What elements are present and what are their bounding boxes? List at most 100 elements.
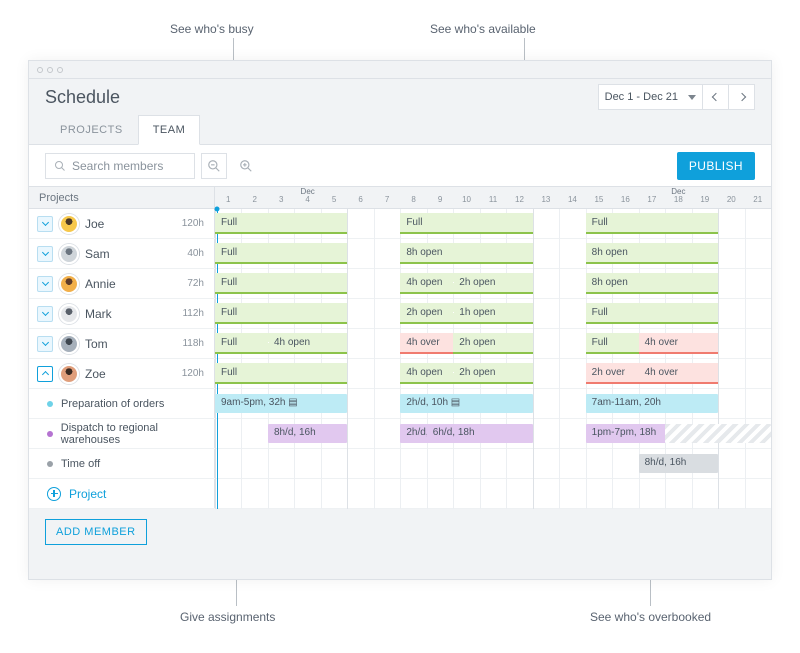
page-title: Schedule	[45, 87, 120, 108]
bar-label: Full	[221, 277, 237, 288]
member-row: Mark 112h Full 2h open 1h open Full	[29, 299, 771, 329]
member-row: Tom 118h Full 4h open4h over2h openFull4…	[29, 329, 771, 359]
subproject-name: Dispatch to regional warehouses	[61, 422, 214, 446]
avatar	[59, 304, 79, 324]
add-member-button[interactable]: ADD MEMBER	[45, 519, 147, 545]
bar-label: Full	[592, 217, 608, 228]
date-range-dropdown[interactable]: Dec 1 - Dec 21	[598, 84, 703, 110]
project-color-dot	[47, 401, 53, 407]
add-project-row[interactable]: Project	[29, 479, 771, 509]
schedule-bar[interactable]: Full	[586, 303, 718, 324]
projects-column-header: Projects	[29, 187, 215, 208]
chevron-icon	[41, 339, 48, 346]
bar-label: 4h open	[406, 367, 442, 378]
bar-label: Full	[592, 337, 608, 348]
schedule-bar[interactable]: 2h open	[453, 333, 532, 354]
next-range-button[interactable]	[729, 84, 755, 110]
expand-toggle[interactable]	[37, 366, 53, 382]
schedule-bar[interactable]: 8h open	[586, 243, 718, 264]
expand-toggle[interactable]	[37, 306, 53, 322]
schedule-bar[interactable]: 4h over	[639, 333, 718, 354]
member-row: Annie 72h Full4h open 2h open8h open	[29, 269, 771, 299]
window-titlebar	[29, 61, 771, 79]
schedule-bar[interactable]: Full	[215, 273, 347, 294]
schedule-bar[interactable]: 4h open 2h open	[400, 363, 532, 384]
expand-toggle[interactable]	[37, 216, 53, 232]
search-icon	[54, 160, 66, 172]
ann-overbook-label: See who's overbooked	[590, 610, 711, 624]
schedule-bar[interactable]: Full 4h open	[215, 333, 347, 354]
assignment-block[interactable]: 6h/d, 18h	[427, 424, 533, 443]
bar-label: 2h open	[459, 337, 495, 348]
assignment-block[interactable]	[665, 424, 771, 443]
traffic-dot	[57, 67, 63, 73]
assignment-block[interactable]: 8h/d, 16h	[268, 424, 347, 443]
day-labels: 123Dec4567891011121314151617Dec18192021	[215, 187, 771, 209]
avatar	[59, 244, 79, 264]
bar-label: 2h open	[406, 307, 442, 318]
bar-label: 4h over	[406, 337, 439, 348]
zoom-in-icon	[239, 159, 253, 173]
schedule-bar[interactable]: Full	[586, 213, 718, 234]
member-row: Sam 40h Full8h open8h open	[29, 239, 771, 269]
schedule-bar[interactable]: Full	[215, 303, 347, 324]
schedule-bar[interactable]: Full	[215, 363, 347, 384]
assignment-block[interactable]: 8h/d, 16h	[639, 454, 718, 473]
expand-toggle[interactable]	[37, 246, 53, 262]
plus-circle-icon	[47, 487, 61, 501]
bar-label: 2h over	[592, 367, 625, 378]
bar-label: Full	[221, 247, 237, 258]
zoom-in-button[interactable]	[233, 153, 259, 179]
search-placeholder: Search members	[72, 159, 163, 173]
member-hours: 40h	[187, 248, 214, 259]
assignment-block[interactable]: 7am-11am, 20h	[586, 394, 718, 413]
avatar	[59, 214, 79, 234]
schedule-bar[interactable]: 8h open	[586, 273, 718, 294]
member-row: Joe 120h FullFullFull	[29, 209, 771, 239]
bar-label: 4h over	[645, 337, 678, 348]
schedule-bar[interactable]: 4h over	[639, 363, 718, 384]
bar-label: 8h open	[406, 247, 442, 258]
chevron-icon	[41, 249, 48, 256]
assignment-block[interactable]: 2h/d, 10h ▤	[400, 394, 532, 413]
schedule-bar[interactable]: 4h open 2h open	[400, 273, 532, 294]
schedule-bar[interactable]: Full	[400, 213, 532, 234]
chevron-right-icon	[737, 93, 745, 101]
schedule-bar[interactable]: 2h open 1h open	[400, 303, 532, 324]
traffic-dot	[37, 67, 43, 73]
subproject-name: Preparation of orders	[61, 398, 164, 410]
bar-label: 2h open	[459, 367, 495, 378]
member-hours: 120h	[182, 218, 214, 229]
chevron-left-icon	[711, 93, 719, 101]
bar-label: 2h open	[459, 277, 495, 288]
member-name: Mark	[85, 307, 112, 321]
tab-team[interactable]: TEAM	[138, 115, 201, 145]
bar-label: Full	[221, 217, 237, 228]
member-hours: 112h	[182, 308, 214, 319]
tab-projects[interactable]: PROJECTS	[45, 115, 138, 145]
date-range-label: Dec 1 - Dec 21	[605, 91, 678, 103]
schedule-bar[interactable]: Full	[215, 213, 347, 234]
schedule-bar[interactable]: Full	[215, 243, 347, 264]
assignment-block[interactable]: 9am-5pm, 32h ▤	[215, 394, 347, 413]
avatar	[59, 364, 79, 384]
zoom-out-button[interactable]	[201, 153, 227, 179]
schedule-bar[interactable]: 8h open	[400, 243, 532, 264]
prev-range-button[interactable]	[703, 84, 729, 110]
bar-label: Full	[406, 217, 422, 228]
project-color-dot	[47, 431, 53, 437]
search-input[interactable]: Search members	[45, 153, 195, 179]
chevron-icon	[41, 371, 48, 378]
chevron-icon	[41, 219, 48, 226]
zoom-out-icon	[207, 159, 221, 173]
ann-busy-label: See who's busy	[170, 22, 254, 36]
ann-available-label: See who's available	[430, 22, 536, 36]
expand-toggle[interactable]	[37, 276, 53, 292]
traffic-dot	[47, 67, 53, 73]
bar-label: 4h open	[274, 337, 310, 348]
publish-button[interactable]: PUBLISH	[677, 152, 755, 180]
bar-label: Full	[221, 307, 237, 318]
bar-label: Full	[221, 367, 237, 378]
avatar	[59, 274, 79, 294]
expand-toggle[interactable]	[37, 336, 53, 352]
